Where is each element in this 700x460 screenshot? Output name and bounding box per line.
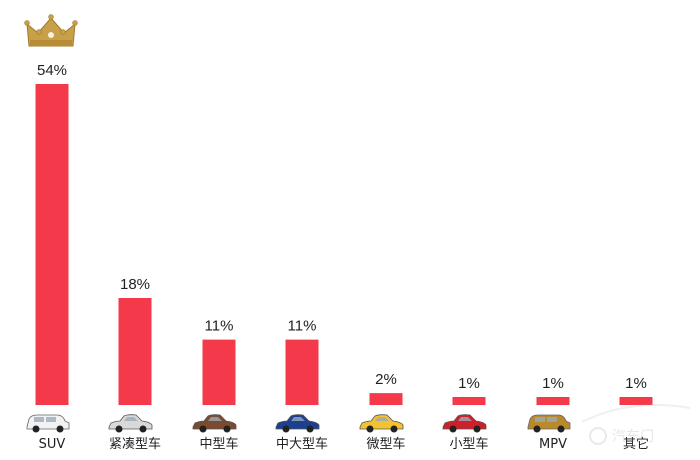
car-icons-group	[26, 414, 571, 433]
bar-1	[35, 84, 69, 405]
bar-8	[619, 397, 653, 405]
hatchback-yellow-icon	[359, 414, 404, 433]
svg-text:汽车门: 汽车门	[612, 428, 654, 445]
sedan-blue-icon	[275, 414, 320, 433]
bar-2	[118, 298, 152, 405]
bar-5	[369, 393, 403, 405]
value-labels-group: 54% 18% 11% 11% 2% 1% 1% 1%	[37, 62, 647, 392]
bar-6	[452, 397, 486, 405]
bar-7	[536, 397, 570, 405]
category-label-8: 其它	[623, 436, 649, 452]
category-label-3: 中型车	[199, 436, 238, 452]
value-label-4: 11%	[288, 318, 317, 335]
watermark-logo: 汽车门	[581, 404, 691, 445]
value-label-6: 1%	[458, 375, 480, 392]
value-label-5: 2%	[375, 371, 397, 388]
category-label-1: SUV	[39, 437, 66, 452]
mpv-gold-icon	[527, 414, 571, 433]
bar-3	[202, 339, 236, 405]
value-label-2: 18%	[120, 276, 150, 293]
category-label-5: 微型车	[366, 436, 405, 452]
value-label-3: 11%	[205, 318, 234, 335]
hatchback-red-icon	[442, 414, 487, 433]
value-label-8: 1%	[625, 375, 647, 392]
crown-icon	[24, 14, 78, 47]
category-labels-group: SUV 紧凑型车 中型车 中大型车 微型车 小型车 MPV 其它	[39, 436, 649, 452]
value-label-7: 1%	[542, 375, 564, 392]
sedan-brown-icon	[192, 414, 237, 433]
category-label-2: 紧凑型车	[109, 436, 161, 452]
bars-group	[35, 84, 653, 405]
category-label-7: MPV	[539, 437, 567, 452]
bar-4	[285, 339, 319, 405]
suv-white-icon	[26, 414, 70, 433]
sedan-silver-icon	[108, 414, 153, 433]
value-label-1: 54%	[37, 62, 67, 79]
category-label-4: 中大型车	[276, 436, 328, 452]
category-label-6: 小型车	[449, 436, 488, 452]
